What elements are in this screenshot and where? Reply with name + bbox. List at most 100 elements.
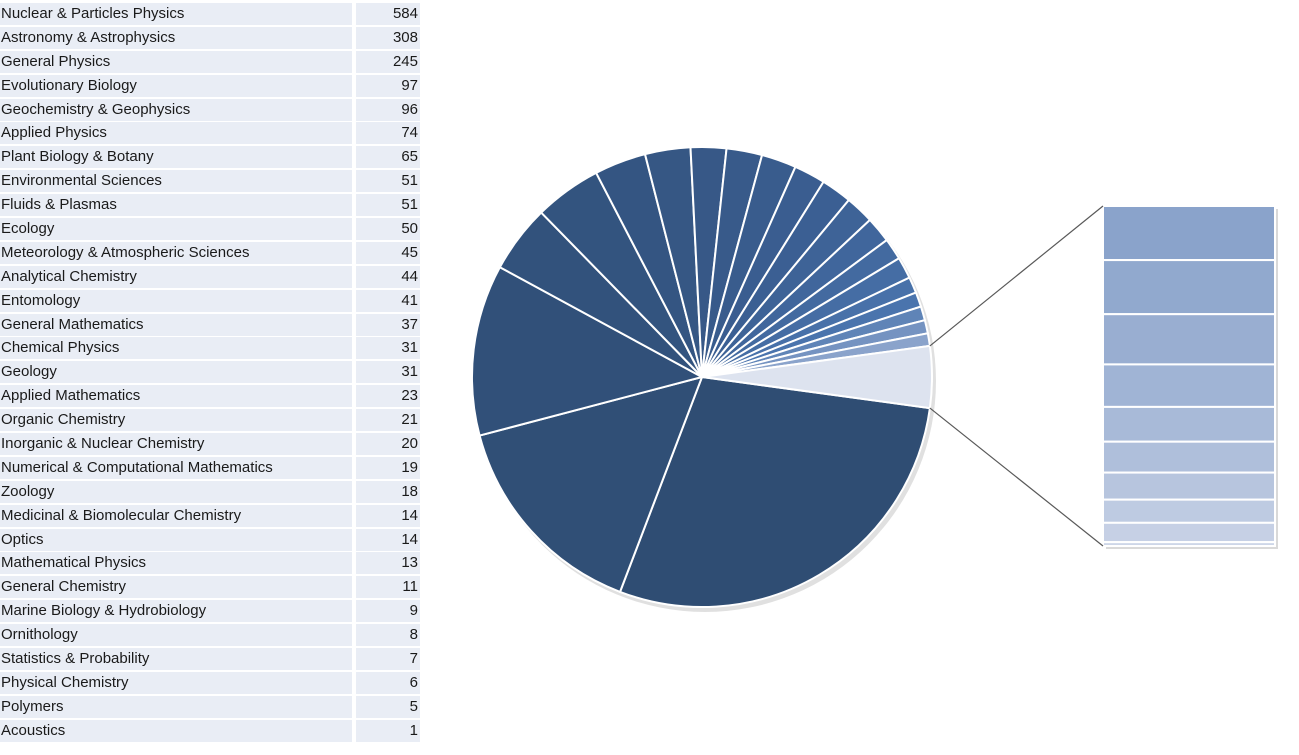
table-row: Meteorology & Atmospheric Sciences 45 [0, 241, 420, 264]
table-row: Applied Physics 74 [0, 122, 420, 145]
column-separator [352, 361, 356, 384]
category-value: 74 [401, 124, 418, 142]
column-separator [352, 456, 356, 479]
pie-slice [478, 375, 704, 594]
bar-segment [1102, 498, 1276, 524]
category-value: 21 [401, 411, 418, 429]
table-row: Fluids & Plasmas 51 [0, 194, 420, 217]
table-row: General Mathematics 37 [0, 313, 420, 336]
category-label: Environmental Sciences [1, 172, 162, 190]
table-row: Numerical & Computational Mathematics 19 [0, 456, 420, 479]
column-separator [352, 265, 356, 288]
table-row: General Chemistry 11 [0, 576, 420, 599]
table-row: Physical Chemistry 6 [0, 671, 420, 694]
category-value: 31 [401, 339, 418, 357]
bar-segment [1102, 205, 1276, 262]
category-label: Ecology [1, 220, 55, 238]
bar-segment [1102, 259, 1276, 316]
bar-segment [1102, 363, 1276, 408]
category-value: 45 [401, 243, 418, 261]
bar-segment [1102, 440, 1276, 474]
table-row: Astronomy & Astrophysics 308 [0, 26, 420, 49]
table-row: Nuclear & Particles Physics 584 [0, 3, 420, 25]
category-label: Polymers [1, 697, 64, 715]
category-label: Fluids & Plasmas [1, 196, 117, 214]
category-label: Inorganic & Nuclear Chemistry [1, 435, 205, 453]
column-separator [352, 241, 356, 264]
category-value: 19 [401, 458, 418, 476]
table-row: Environmental Sciences 51 [0, 170, 420, 193]
category-value: 41 [401, 291, 418, 309]
category-label: Nuclear & Particles Physics [1, 5, 185, 22]
table-row: Medicinal & Biomolecular Chemistry 14 [0, 504, 420, 527]
table-row: Zoology 18 [0, 480, 420, 503]
category-label: General Physics [1, 52, 111, 70]
category-label: General Chemistry [1, 578, 127, 596]
bar-segment [1102, 471, 1276, 501]
table-row: Inorganic & Nuclear Chemistry 20 [0, 433, 420, 456]
category-value: 50 [401, 220, 418, 238]
category-label: General Mathematics [1, 315, 144, 333]
category-value: 14 [401, 506, 418, 524]
category-value: 308 [392, 28, 418, 46]
table-row: Applied Mathematics 23 [0, 385, 420, 408]
column-separator [352, 194, 356, 217]
category-label: Evolutionary Biology [1, 76, 137, 94]
column-separator [352, 695, 356, 718]
category-label: Entomology [1, 291, 81, 309]
category-label: Organic Chemistry [1, 411, 126, 429]
table-row: Marine Biology & Hydrobiology 9 [0, 600, 420, 623]
column-separator [352, 480, 356, 503]
bar-segment [1102, 313, 1276, 366]
category-value: 14 [401, 530, 418, 548]
column-separator [352, 26, 356, 49]
category-value: 96 [401, 100, 418, 118]
category-label: Optics [1, 530, 44, 548]
table-row: Chemical Physics 31 [0, 337, 420, 360]
column-separator [352, 3, 356, 25]
column-separator [352, 409, 356, 432]
table-row: Organic Chemistry 21 [0, 409, 420, 432]
bar-segment [1102, 521, 1276, 544]
category-label: Mathematical Physics [1, 554, 147, 572]
column-separator [352, 170, 356, 193]
pie-slice-other [701, 344, 933, 410]
category-value: 7 [409, 650, 418, 668]
column-separator [352, 624, 356, 647]
column-separator [352, 552, 356, 575]
column-separator [352, 600, 356, 623]
category-label: Physical Chemistry [1, 673, 129, 691]
table-row: Ornithology 8 [0, 624, 420, 647]
category-value: 11 [402, 578, 418, 596]
column-separator [352, 719, 356, 742]
category-label: Numerical & Computational Mathematics [1, 458, 273, 476]
category-label: Marine Biology & Hydrobiology [1, 602, 207, 620]
category-value: 9 [409, 602, 418, 620]
column-separator [352, 146, 356, 169]
column-separator [352, 313, 356, 336]
category-label: Analytical Chemistry [1, 267, 137, 285]
category-value: 1 [409, 721, 418, 739]
data-table: Nuclear & Particles Physics 584 Astronomy … [0, 3, 420, 744]
category-value: 51 [401, 172, 418, 190]
category-label: Statistics & Probability [1, 650, 150, 668]
table-row: Ecology 50 [0, 218, 420, 241]
category-value: 51 [401, 196, 418, 214]
table-row: Geology 31 [0, 361, 420, 384]
table-row: Acoustics 1 [0, 719, 420, 742]
category-value: 5 [409, 697, 418, 715]
category-value: 97 [401, 76, 418, 94]
column-separator [352, 504, 356, 527]
category-value: 44 [401, 267, 418, 285]
category-value: 65 [401, 148, 418, 166]
category-value: 23 [401, 387, 418, 405]
column-separator [352, 671, 356, 694]
column-separator [352, 576, 356, 599]
bar-segment [1102, 541, 1276, 548]
column-separator [352, 98, 356, 121]
category-value: 13 [401, 554, 418, 572]
category-label: Zoology [1, 482, 55, 500]
category-value: 31 [401, 363, 418, 381]
table-row: Geochemistry & Geophysics 96 [0, 98, 420, 121]
category-value: 6 [409, 673, 418, 691]
